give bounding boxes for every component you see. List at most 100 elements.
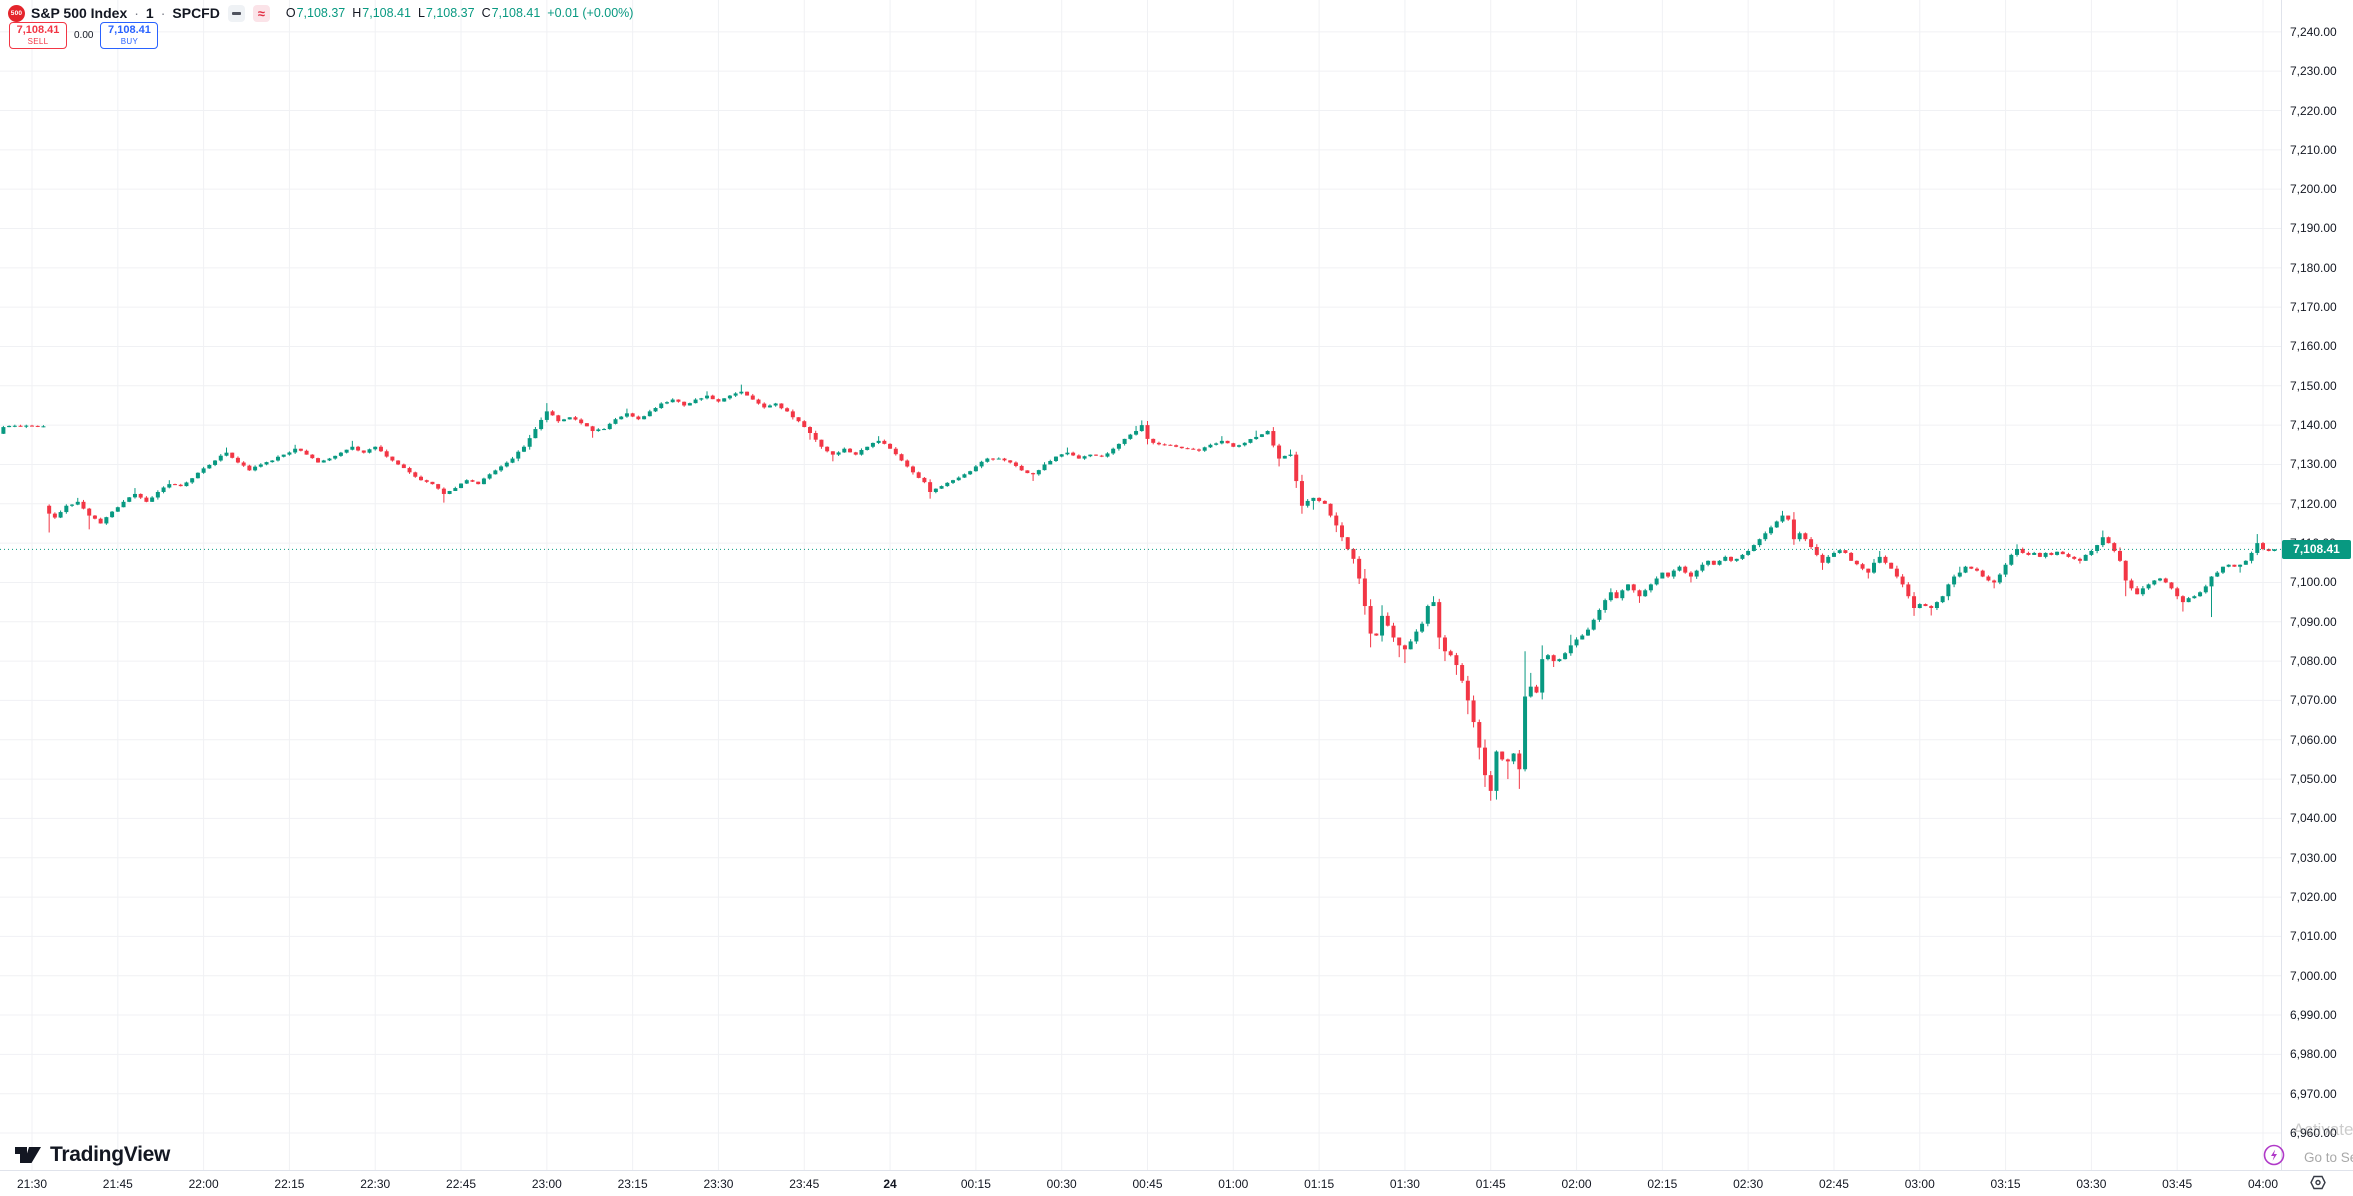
price-tick-label: 7,090.00 — [2290, 614, 2337, 629]
candle-body — [1551, 655, 1556, 662]
symbol-legend[interactable]: 500 S&P 500 Index · 1 · SPCFD ≈ O7,108.3… — [8, 4, 633, 22]
candle-body — [1242, 442, 1247, 446]
candle-body — [991, 458, 996, 460]
time-tick-label: 01:15 — [1304, 1177, 1335, 1191]
candle-body — [1797, 533, 1802, 540]
candle-body — [350, 446, 355, 450]
candle-body — [321, 460, 326, 463]
candle-body — [1442, 637, 1447, 652]
candle-body — [1431, 602, 1436, 607]
candle-body — [1666, 572, 1671, 577]
candle-body — [1791, 519, 1796, 540]
symbol-interval[interactable]: 1 — [145, 5, 154, 21]
price-tick-label: 7,200.00 — [2290, 182, 2337, 197]
price-tick-label: 7,150.00 — [2290, 378, 2337, 393]
candle-body — [1986, 576, 1991, 581]
time-tick-label: 03:45 — [2162, 1177, 2193, 1191]
candle-body — [1643, 590, 1648, 597]
candle-body — [1179, 446, 1184, 449]
candle-body — [813, 432, 818, 440]
candle-body — [853, 452, 858, 455]
symbol-exchange[interactable]: SPCFD — [172, 5, 220, 21]
approx-data-chip[interactable]: ≈ — [252, 4, 270, 22]
candle-body — [830, 451, 835, 455]
candlestick-series — [1, 384, 2277, 801]
candle-body — [842, 448, 847, 453]
candle-body — [1471, 700, 1476, 723]
candle-body — [1156, 442, 1161, 445]
candle-body — [1008, 460, 1013, 463]
candle-body — [98, 518, 103, 524]
candle-body — [539, 419, 544, 430]
candle-body — [1254, 436, 1259, 440]
ohlc-readout: O7,108.37 H7,108.41 L7,108.37 C7,108.41 … — [285, 6, 634, 20]
candle-body — [607, 423, 612, 430]
candle-body — [670, 399, 675, 403]
candle-body — [1585, 629, 1590, 636]
candle-body — [1591, 619, 1596, 630]
time-tick-label: 22:00 — [188, 1177, 219, 1191]
candle-body — [1523, 696, 1528, 770]
candle-body — [1105, 453, 1110, 457]
candle-body — [1511, 753, 1516, 762]
flash-boost-icon[interactable] — [2263, 1144, 2285, 1166]
price-tick-label: 7,220.00 — [2290, 103, 2337, 118]
candle-body — [802, 421, 807, 428]
candle-body — [1580, 635, 1585, 640]
legend-dash-chip[interactable] — [227, 4, 245, 22]
candle-body — [1677, 566, 1682, 571]
candle-body — [756, 399, 761, 404]
candle-body — [1803, 533, 1808, 540]
candle-body — [1071, 452, 1076, 456]
candle-body — [602, 429, 607, 431]
buy-button[interactable]: 7,108.41 BUY — [100, 22, 159, 49]
candle-body — [1231, 443, 1236, 447]
candle-body — [533, 429, 538, 439]
candle-body — [682, 401, 687, 406]
candle-body — [1517, 753, 1522, 770]
candle-body — [1151, 438, 1156, 443]
chart-pane[interactable] — [0, 0, 2282, 1170]
candle-body — [2175, 588, 2180, 597]
candle-body — [1019, 465, 1024, 471]
candle-body — [807, 427, 812, 433]
candle-body — [47, 505, 52, 514]
sell-button[interactable]: 7,108.41 SELL — [9, 22, 67, 49]
candle-body — [962, 474, 967, 478]
candle-body — [1952, 576, 1957, 585]
candle-body — [293, 448, 298, 453]
candle-body — [1185, 448, 1190, 450]
price-scale-settings-icon[interactable] — [2309, 1175, 2327, 1190]
time-tick-label: 02:30 — [1733, 1177, 1764, 1191]
candle-body — [1488, 775, 1493, 791]
candle-body — [928, 482, 933, 492]
tradingview-logo-icon — [15, 1147, 41, 1163]
candle-body — [1980, 570, 1985, 577]
candle-body — [2209, 576, 2214, 587]
candle-body — [1809, 539, 1814, 548]
candle-body — [2266, 549, 2271, 551]
candle-body — [1139, 425, 1144, 432]
candle-body — [1317, 497, 1322, 501]
symbol-name[interactable]: S&P 500 Index — [31, 5, 128, 21]
candle-body — [1568, 645, 1573, 654]
candle-body — [2152, 580, 2157, 585]
candle-body — [1763, 533, 1768, 540]
candle-body — [1957, 572, 1962, 577]
candle-body — [1614, 592, 1619, 599]
tradingview-logo[interactable]: TradingView — [13, 1140, 170, 1170]
candle-body — [550, 411, 555, 416]
price-tick-label: 6,970.00 — [2290, 1086, 2337, 1101]
candle-body — [619, 416, 624, 420]
time-tick-label: 02:15 — [1647, 1177, 1678, 1191]
candle-body — [2032, 552, 2037, 555]
candle-body — [275, 456, 280, 461]
low-value: 7,108.37 — [425, 6, 475, 20]
candle-body — [699, 398, 704, 400]
candle-body — [1454, 655, 1459, 666]
candle-body — [1889, 562, 1894, 569]
candle-body — [418, 476, 423, 481]
candle-body — [1597, 609, 1602, 620]
candle-body — [1265, 431, 1270, 435]
time-tick-label: 21:30 — [16, 1177, 48, 1191]
